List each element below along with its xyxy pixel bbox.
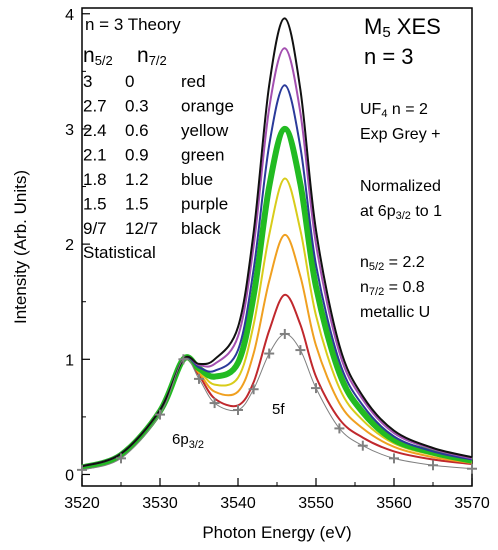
legend-row-color: yellow — [181, 121, 229, 140]
legend-left-row: 2.7 0.3 orange — [83, 97, 234, 116]
legend-row-color: orange — [181, 97, 234, 116]
axis-layer: 3520 3530 3540 3550 3560 3570 0 1 2 3 4 — [64, 7, 490, 512]
exp-point — [248, 384, 259, 395]
legend-left-row: 3 0 red — [83, 72, 206, 91]
legend-row-color: black — [181, 219, 221, 238]
legend-right-at6p: at 6p3/2 to 1 — [360, 203, 442, 222]
exp-point — [279, 328, 290, 339]
exp-point — [334, 423, 345, 434]
y-tick-label: 0 — [65, 467, 74, 484]
legend-row-color: red — [181, 72, 206, 91]
x-axis-label: Photon Energy (eV) — [202, 523, 351, 542]
legend-right-exp: Exp Grey + — [360, 126, 440, 143]
exp-point — [428, 460, 438, 471]
x-tick-label: 3530 — [142, 495, 178, 512]
y-tick-label: 2 — [65, 237, 74, 254]
exp-point — [233, 404, 243, 415]
legend-right-uf4: UF4 n = 2 — [360, 101, 428, 120]
exp-point — [194, 373, 204, 384]
legend-left-row: 2.4 0.6 yellow — [83, 121, 229, 140]
legend-row-n72: 0 — [125, 72, 134, 91]
legend-left-col1-head: n5/2 — [83, 44, 113, 68]
legend-row-n52: 3 — [83, 72, 92, 91]
y-axis-label: Intensity (Arb. Units) — [11, 170, 30, 324]
legend-left: n = 3 Theory n5/2 n7/2 3 0 red 2.7 0.3 orange… — [83, 15, 234, 262]
exp-point — [389, 453, 399, 464]
exp-point — [467, 463, 477, 474]
x-tick-label: 3550 — [298, 495, 334, 512]
legend-right-n72: n7/2 = 0.8 — [360, 279, 425, 298]
legend-row-n52: 2.1 — [83, 146, 107, 165]
legend-row-color: purple — [181, 195, 228, 214]
legend-left-rows: 3 0 red 2.7 0.3 orange 2.4 0.6 yellow 2.1 0.9 green… — [83, 72, 234, 238]
legend-right-title1: M5 XES — [364, 14, 441, 41]
legend-right-metallic: metallic U — [360, 304, 430, 321]
exp-point — [311, 383, 321, 394]
legend-row-n52: 1.8 — [83, 170, 107, 189]
legend-row-n72: 12/7 — [125, 219, 158, 238]
legend-row-color: blue — [181, 170, 213, 189]
exp-point — [295, 345, 306, 356]
x-tick-label: 3520 — [64, 495, 100, 512]
legend-row-n72: 0.3 — [125, 97, 149, 116]
legend-left-row: 2.1 0.9 green — [83, 146, 224, 165]
legend-row-n72: 1.5 — [125, 195, 149, 214]
y-tick-label: 1 — [65, 352, 74, 369]
exp-point — [264, 348, 275, 359]
legend-right-title2: n = 3 — [364, 44, 414, 69]
legend-right-n52: n5/2 = 2.2 — [360, 254, 425, 273]
exp-point — [77, 464, 87, 475]
legend-left-footer: Statistical — [83, 243, 156, 262]
exp-point — [209, 398, 220, 409]
legend-left-col2-head: n7/2 — [137, 44, 167, 68]
legend-row-n52: 2.7 — [83, 97, 107, 116]
exp-point — [116, 453, 126, 464]
legend-left-row: 9/7 12/7 black — [83, 219, 221, 238]
x-tick-label: 3570 — [454, 495, 490, 512]
y-tick-label: 3 — [65, 122, 74, 139]
x-tick-label: 3540 — [220, 495, 256, 512]
legend-right: M5 XES n = 3 UF4 n = 2 Exp Grey + Normal… — [360, 14, 442, 321]
y-tick-label: 4 — [65, 7, 74, 24]
legend-left-row: 1.8 1.2 blue — [83, 170, 213, 189]
peak-label-5f: 5f — [272, 401, 285, 418]
legend-row-n52: 2.4 — [83, 121, 107, 140]
marker-layer — [77, 328, 477, 475]
exp-point — [155, 409, 165, 420]
exp-point — [357, 440, 368, 451]
exp-point — [178, 354, 189, 365]
peak-label-6p: 6p3/2 — [172, 431, 204, 451]
legend-row-n52: 9/7 — [83, 219, 107, 238]
legend-right-normalized: Normalized — [360, 178, 441, 195]
legend-left-heading: n = 3 Theory — [85, 15, 181, 34]
legend-row-color: green — [181, 146, 224, 165]
peak-label-6p-sub: 3/2 — [189, 439, 204, 451]
legend-row-n72: 0.9 — [125, 146, 149, 165]
legend-row-n72: 0.6 — [125, 121, 149, 140]
legend-left-row: 1.5 1.5 purple — [83, 195, 228, 214]
legend-row-n72: 1.2 — [125, 170, 149, 189]
x-tick-label: 3560 — [376, 495, 412, 512]
legend-row-n52: 1.5 — [83, 195, 107, 214]
